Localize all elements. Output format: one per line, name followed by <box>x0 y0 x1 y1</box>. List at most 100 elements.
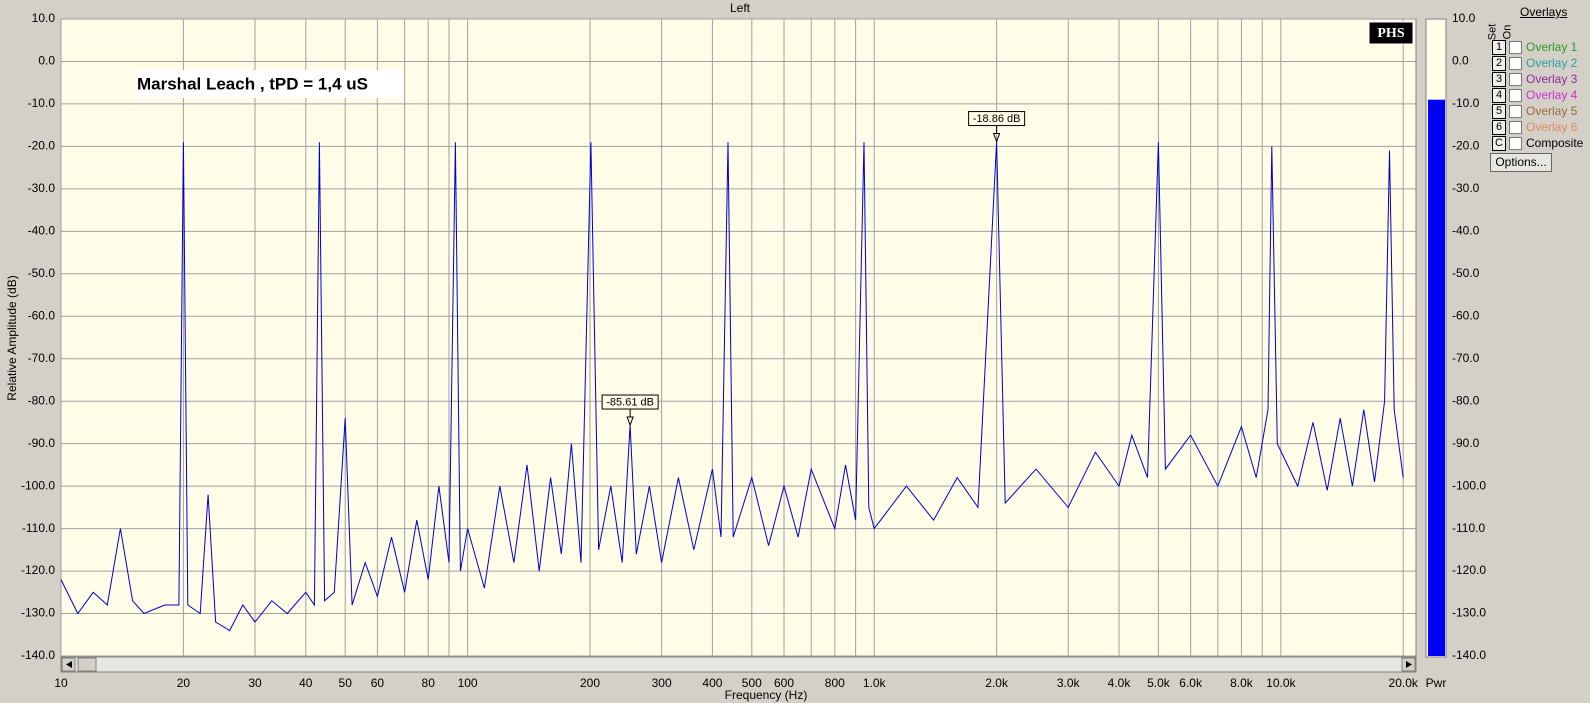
overlay-set-button[interactable]: 1 <box>1492 39 1506 55</box>
overlay-checkbox[interactable] <box>1509 120 1522 134</box>
y-tick-label: 0.0 <box>38 54 55 68</box>
y-tick-label: -50.0 <box>28 266 56 280</box>
meter-tick-label: -40.0 <box>1452 224 1480 238</box>
x-tick-label: 80 <box>422 676 436 690</box>
grid <box>60 18 1416 657</box>
y-tick-label: -40.0 <box>28 224 56 238</box>
overlay-name: Overlay 5 <box>1526 104 1578 118</box>
logo-box <box>1368 21 1414 45</box>
overlay-checkbox[interactable] <box>1509 56 1522 70</box>
overlay-checkbox[interactable] <box>1509 40 1522 54</box>
meter-tick-label: -70.0 <box>1452 351 1480 365</box>
meter-tick-label: -80.0 <box>1452 393 1480 407</box>
y-tick-label: 10.0 <box>32 11 56 25</box>
annotation-arrow <box>626 409 634 427</box>
x-tick-label: 20.0k <box>1389 676 1419 690</box>
meter-tick-label: -60.0 <box>1452 308 1480 322</box>
x-tick-label: 800 <box>825 676 845 690</box>
y-tick-label: -80.0 <box>28 393 56 407</box>
meter-tick-label: -100.0 <box>1452 478 1486 492</box>
y-tick-label: -110.0 <box>22 521 55 535</box>
y-tick-label: -140.0 <box>21 648 55 662</box>
x-tick-label: 400 <box>702 676 722 690</box>
annotation: Marshal Leach , tPD = 1,4 uS <box>137 74 368 93</box>
y-tick-label: -90.0 <box>28 436 56 450</box>
overlays-title: Overlays <box>1520 5 1568 19</box>
x-tick-label: 8.0k <box>1230 676 1254 690</box>
overlay-name: Composite <box>1526 136 1584 150</box>
x-tick-label: 10 <box>54 676 68 690</box>
meter-tick-label: -140.0 <box>1452 648 1486 662</box>
meter-bar <box>1428 99 1445 657</box>
meter-tick-label: -90.0 <box>1452 436 1480 450</box>
overlay-set-button[interactable]: 4 <box>1492 87 1506 103</box>
y-tick-label: -100.0 <box>21 478 55 492</box>
scrollbar[interactable] <box>60 656 1417 673</box>
x-tick-label: 600 <box>774 676 794 690</box>
spectrum-line <box>60 141 1404 632</box>
overlay-name: Overlay 1 <box>1526 40 1578 54</box>
overlay-row: C Composite <box>1492 135 1583 151</box>
x-tick-label: 30 <box>248 676 262 690</box>
x-tick-label: 500 <box>742 676 762 690</box>
x-tick-label: 4.0k <box>1108 676 1132 690</box>
overlay-name: Overlay 4 <box>1526 88 1578 102</box>
x-tick-label: 20 <box>177 676 191 690</box>
overlay-name: Overlay 2 <box>1526 56 1578 70</box>
overlay-set-button[interactable]: C <box>1492 135 1506 151</box>
y-tick-label: -20.0 <box>28 139 56 153</box>
scroll-right-arrow <box>1406 661 1412 668</box>
overlay-set-button[interactable]: 6 <box>1492 119 1506 135</box>
meter-tick-label: -50.0 <box>1452 266 1480 280</box>
y-tick-label: -60.0 <box>28 308 56 322</box>
overlay-row: 5 Overlay 5 <box>1492 103 1577 119</box>
overlay-set-button[interactable]: 5 <box>1492 103 1506 119</box>
x-tick-label: 100 <box>458 676 478 690</box>
overlay-row: 6 Overlay 6 <box>1492 119 1577 135</box>
meter-tick-label: -20.0 <box>1452 139 1480 153</box>
options-button[interactable]: Options... <box>1490 153 1552 172</box>
overlay-checkbox[interactable] <box>1509 104 1522 118</box>
x-tick-label: 3.0k <box>1057 676 1081 690</box>
x-tick-label: 5.0k <box>1147 676 1171 690</box>
annotation-box <box>136 70 404 98</box>
meter-tick-label: -130.0 <box>1452 606 1486 620</box>
meter-tick-label: -10.0 <box>1452 96 1480 110</box>
x-axis-label: Frequency (Hz) <box>725 688 808 702</box>
scroll-left-arrow <box>66 661 72 668</box>
x-tick-label: 60 <box>371 676 385 690</box>
x-tick-label: 200 <box>580 676 600 690</box>
overlay-checkbox[interactable] <box>1509 72 1522 86</box>
overlay-row: 3 Overlay 3 <box>1492 71 1577 87</box>
x-tick-label: 40 <box>299 676 313 690</box>
overlay-set-button[interactable]: 3 <box>1492 71 1506 87</box>
y-tick-label: -30.0 <box>28 181 56 195</box>
overlay-checkbox[interactable] <box>1509 88 1522 102</box>
overlay-row: 4 Overlay 4 <box>1492 87 1577 103</box>
y-tick-label: -120.0 <box>21 563 55 577</box>
y-tick-label: -130.0 <box>21 606 55 620</box>
overlay-name: Overlay 3 <box>1526 72 1578 86</box>
on-label: On <box>1501 24 1514 40</box>
y-tick-label: -10.0 <box>28 96 56 110</box>
meter-tick-label: -30.0 <box>1452 181 1480 195</box>
overlay-set-button[interactable]: 2 <box>1492 55 1506 71</box>
x-tick-label: 10.0k <box>1266 676 1296 690</box>
scroll-thumb[interactable] <box>77 657 97 672</box>
y-tick-label: -70.0 <box>28 351 56 365</box>
overlay-checkbox[interactable] <box>1509 136 1522 150</box>
meter-label: Pwr <box>1426 676 1447 690</box>
meter-tick-label: 10.0 <box>1452 11 1476 25</box>
x-tick-label: 2.0k <box>985 676 1009 690</box>
overlay-row: 2 Overlay 2 <box>1492 55 1577 71</box>
data-label: -85.61 dB <box>606 396 654 408</box>
y-axis-label: Relative Amplitude (dB) <box>5 275 19 400</box>
x-tick-label: 1.0k <box>863 676 887 690</box>
plot-area <box>60 18 1417 658</box>
overlays-panel: Overlays Set On Options... 1 Overlay 1 2 Ov… <box>1486 0 1588 180</box>
annotation-arrow <box>992 125 1001 143</box>
chart-title: Left <box>730 1 751 15</box>
meter-tick-label: 0.0 <box>1452 54 1469 68</box>
